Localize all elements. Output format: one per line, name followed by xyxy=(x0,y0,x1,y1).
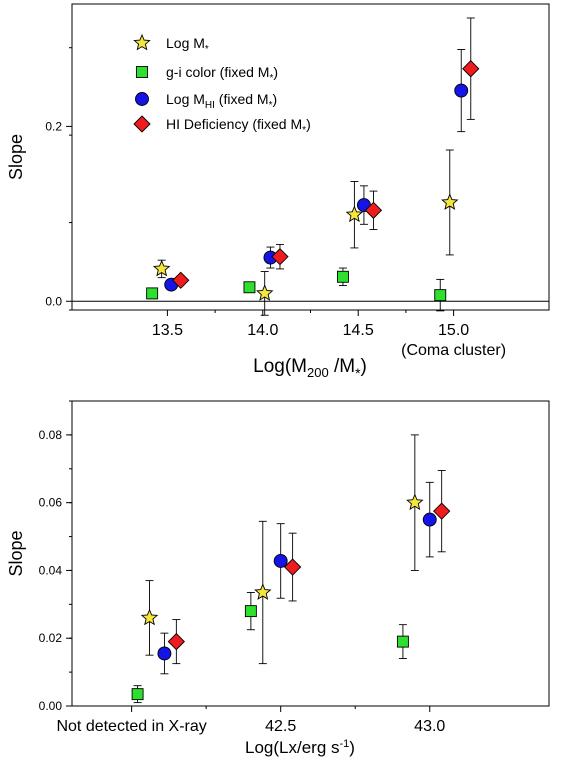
legend: Log M* g-i color (fixed M*) Log MHI (fixed… xyxy=(133,33,311,136)
x-tick-label: 15.0 xyxy=(438,322,469,339)
diamond-point xyxy=(172,271,190,289)
diamond-point xyxy=(462,60,480,78)
square-point xyxy=(131,688,144,701)
diamond-point xyxy=(364,201,383,219)
legend-label: Log MHI (fixed M*) xyxy=(166,91,277,111)
y-tick-label: 0.0 xyxy=(45,294,62,308)
x-axis-label: Log(Lx/erg s-1) xyxy=(245,738,355,757)
y-tick-label: 0.00 xyxy=(39,699,63,713)
plot-frame xyxy=(71,400,550,707)
y-tick-label: 0.06 xyxy=(39,496,63,510)
star-point xyxy=(140,608,159,626)
circle-point xyxy=(273,554,288,568)
x-tick-label: 43.0 xyxy=(414,718,445,735)
circle-point xyxy=(422,512,437,527)
legend-label: g-i color (fixed M*) xyxy=(166,64,278,84)
diamond-point xyxy=(271,248,289,266)
square-point xyxy=(434,289,447,302)
square-point xyxy=(336,270,349,283)
x-axis-label: Log(M200 /M*) xyxy=(253,356,367,381)
star-point xyxy=(254,583,272,600)
x-tick-label: Not detected in X-ray xyxy=(56,718,206,735)
diamond-point xyxy=(167,632,185,651)
square-point xyxy=(146,287,159,300)
y-tick-label: 0.04 xyxy=(39,563,63,577)
chart-panel-1: 13.5 14.0 14.5 15.0 0.0 0.2 Slope (Coma cluster… xyxy=(6,3,550,381)
star-point xyxy=(345,205,364,223)
star-point xyxy=(152,259,171,277)
x-extra-label: (Coma cluster) xyxy=(401,342,506,359)
star-point xyxy=(441,193,459,210)
chart-panel-2: Not detected in X-ray 42.5 43.0 0.00 0.02 0.0… xyxy=(6,400,550,757)
circle-point xyxy=(454,83,469,98)
legend-marker-diamond xyxy=(133,115,151,133)
star-point xyxy=(255,284,274,301)
diamond-point xyxy=(283,558,302,576)
x-tick-label: 14.0 xyxy=(247,322,278,339)
square-point xyxy=(396,635,409,648)
square-point xyxy=(243,281,256,294)
y-tick-label: 0.02 xyxy=(39,631,63,645)
legend-marker-square xyxy=(136,66,148,78)
x-tick-label: 42.5 xyxy=(265,718,296,735)
y-tick-label: 0.2 xyxy=(45,119,62,133)
y-axis-label: Slope xyxy=(6,530,26,576)
y-axis-label: Slope xyxy=(6,134,26,180)
star-point xyxy=(406,493,424,511)
y-tick-label: 0.08 xyxy=(39,428,63,442)
plot-frame xyxy=(71,3,550,311)
x-tick-label: 13.5 xyxy=(152,322,183,339)
legend-label: Log M* xyxy=(166,35,209,55)
legend-marker-circle xyxy=(135,92,149,106)
x-tick-label: 14.5 xyxy=(343,322,374,339)
diamond-point xyxy=(433,502,451,520)
legend-label: HI Deficiency (fixed M*) xyxy=(166,116,311,136)
circle-point xyxy=(157,646,172,661)
legend-marker-star xyxy=(133,33,151,51)
square-point xyxy=(244,605,257,618)
